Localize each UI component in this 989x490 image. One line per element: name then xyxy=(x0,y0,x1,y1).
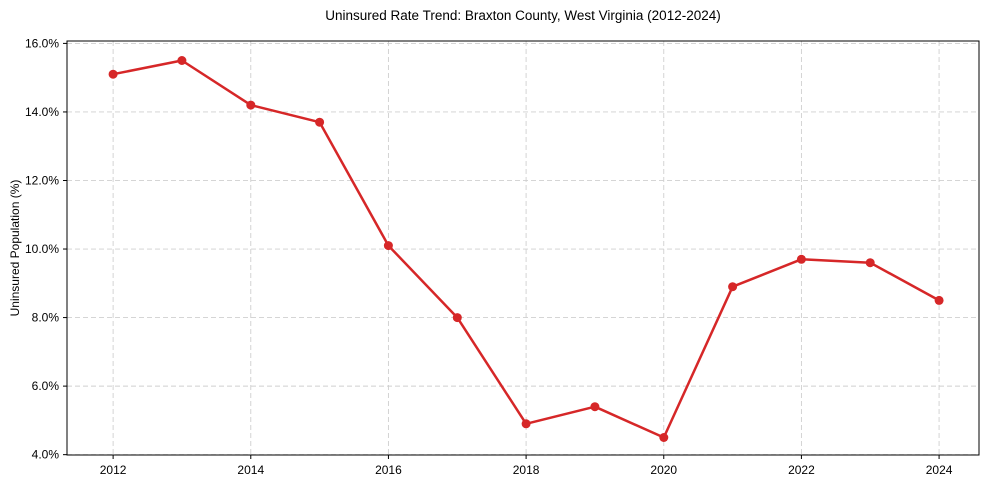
data-point-2018 xyxy=(521,419,531,429)
data-point-2024 xyxy=(934,295,944,305)
y-tick-label: 10.0% xyxy=(25,242,59,256)
data-point-2022 xyxy=(796,254,806,264)
x-tick-label: 2024 xyxy=(926,463,953,477)
x-tick-label: 2016 xyxy=(375,463,402,477)
x-tick-label: 2012 xyxy=(100,463,127,477)
x-tick-label: 2020 xyxy=(650,463,677,477)
data-point-2012 xyxy=(108,69,118,79)
y-tick-label: 12.0% xyxy=(25,173,59,187)
data-point-2014 xyxy=(246,100,256,110)
data-point-2020 xyxy=(659,433,669,442)
plot-border xyxy=(66,40,980,456)
data-point-2023 xyxy=(865,258,875,268)
data-point-2016 xyxy=(383,241,393,251)
data-point-2017 xyxy=(452,313,462,323)
y-tick-label: 4.0% xyxy=(32,448,60,462)
data-point-2013 xyxy=(177,56,187,65)
y-tick-label: 14.0% xyxy=(25,105,59,119)
x-tick-label: 2014 xyxy=(237,463,264,477)
y-tick-label: 6.0% xyxy=(32,379,60,393)
data-point-2015 xyxy=(315,117,325,127)
y-tick-label: 8.0% xyxy=(32,311,60,325)
x-tick-label: 2018 xyxy=(513,463,540,477)
data-point-2021 xyxy=(728,282,738,292)
chart-title: Uninsured Rate Trend: Braxton County, We… xyxy=(325,8,721,23)
y-tick-label: 16.0% xyxy=(25,36,59,50)
x-tick-label: 2022 xyxy=(788,463,815,477)
data-point-2019 xyxy=(590,402,600,412)
